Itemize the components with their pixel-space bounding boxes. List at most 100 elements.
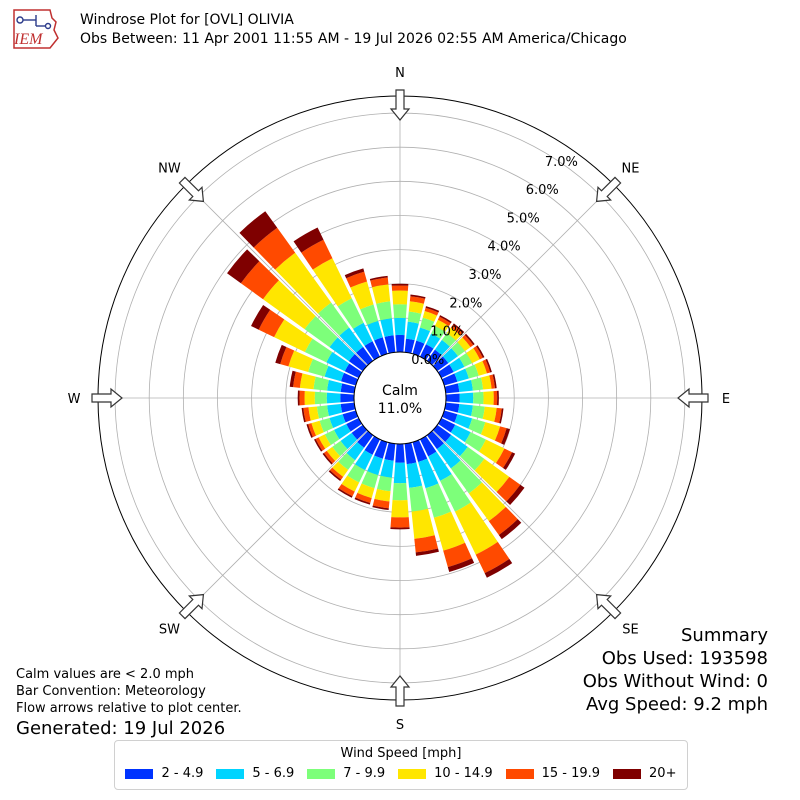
windrose-bar-segment [443,542,473,568]
windrose-bar-segment [361,471,379,489]
legend-label: 2 - 4.9 [161,766,204,781]
windrose-bar-segment [253,227,296,270]
windrose-bar-segment [466,348,480,364]
windrose-bar-segment [337,298,364,329]
windrose-bar-segment [475,541,510,574]
windrose-bar-segment [454,414,473,429]
legend-swatch [125,768,154,779]
windrose-bar-segment [327,404,343,416]
windrose-bar-segment [426,430,444,450]
windrose-bar-segment [344,363,362,378]
windrose-bar-segment [404,442,417,465]
windrose-bar-segment [445,434,468,457]
windrose-bar-segment [299,373,316,390]
windrose-bar-segment [489,374,496,389]
windrose-bar-segment [354,450,373,471]
windrose-bar-segment [346,441,365,461]
windrose-bar-segment [350,281,374,310]
windrose-bar-segment [420,344,434,360]
windrose-bar-segment [438,418,456,433]
windrose-bar-segment [384,442,396,461]
windrose-bar-segment [340,432,358,450]
legend-label: 20+ [649,766,677,781]
windrose-bar-segment [288,350,313,372]
windrose-bar-segment [332,440,348,457]
calm-circle [353,351,447,445]
windrose-bar-segment [495,448,513,468]
windrose-bar-segment [390,527,410,530]
windrose-bar-segment [436,443,461,469]
grid-spoke [186,184,368,366]
windrose-bar-segment [433,511,466,551]
windrose-bar-segment [351,424,368,440]
windrose-bar-segment [468,482,506,522]
windrose-bar-segment [412,340,425,357]
windrose-bar-segment [459,392,474,404]
windrose-bar-segment [312,258,352,307]
windrose-bar-segment [501,428,510,445]
windrose-bar-segment [428,451,452,481]
direction-arrow [178,593,205,620]
windrose-bar-segment [364,436,380,455]
legend-item: 15 - 19.9 [505,766,601,781]
legend-swatch [613,768,642,779]
windrose-bar-segment [371,284,391,304]
windrose-bar-segment [465,364,479,379]
direction-arrow [178,176,205,203]
windrose-bar-segment [324,429,340,445]
legend-swatch [216,768,245,779]
windrose-bar-segment [239,211,278,248]
windrose-bar-segment [424,307,439,316]
legend-item: 5 - 6.9 [216,766,294,781]
windrose-bar-segment [393,304,407,319]
windrose-bar-segment [342,410,359,423]
direction-arrow [595,176,622,203]
summary-title: Summary [681,625,768,646]
windrose-bar-segment [420,436,437,457]
direction-arrow [91,387,123,409]
windrose-bar-segment [384,335,396,354]
windrose-bar-segment [471,377,484,391]
windrose-bar-segment [462,334,474,348]
calm-label: Calm [382,383,418,399]
windrose-bar-segment [426,349,442,366]
windrose-bar-segment [372,498,390,509]
avg-speed: Avg Speed: 9.2 mph [586,694,768,715]
windrose-bar-segment [478,439,505,464]
calm-value: 11.0% [378,401,422,417]
windrose-bar-segment [344,268,365,279]
windrose-bar-segment [372,505,389,510]
windrose-bar-segment [457,337,471,352]
windrose-bar-segment [355,492,372,504]
windrose-bar-segment [322,452,333,465]
title-line-1: Windrose Plot for [OVL] OLIVIA [80,12,294,28]
windrose-bar-segment [454,502,498,555]
windrose-bar-segment [485,358,492,373]
windrose-bar-segment [329,467,344,480]
windrose-bar-segment [416,327,431,344]
windrose-bar-segment [346,271,368,288]
windrose-bar-segment [329,337,355,362]
windrose-bar-segment [422,311,438,322]
windrose-bar-segment [357,430,374,448]
windrose-bar-segment [459,446,485,471]
windrose-bar-segment [482,359,491,374]
windrose-bar-segment [314,391,327,405]
windrose-bar-segment [444,402,460,413]
direction-arrow [595,593,622,620]
windrose-bar-segment [263,280,316,330]
radial-tick-label: 3.0% [468,268,501,283]
windrose-bar-segment [299,390,305,406]
windrose-bar-segment [240,261,279,300]
windrose-bar-segment [391,283,409,286]
windrose-bar-segment [506,484,525,506]
windrose-bar-segment [346,418,362,432]
windrose-bar-segment [393,462,407,484]
windrose-bar-segment [439,315,452,324]
windrose-bar-segment [328,470,342,481]
direction-arrow [677,387,709,409]
windrose-bar-segment [340,383,356,394]
windrose-bar-segment [317,302,350,336]
legend-label: 15 - 19.9 [541,766,601,781]
windrose-bar-segment [338,453,356,470]
